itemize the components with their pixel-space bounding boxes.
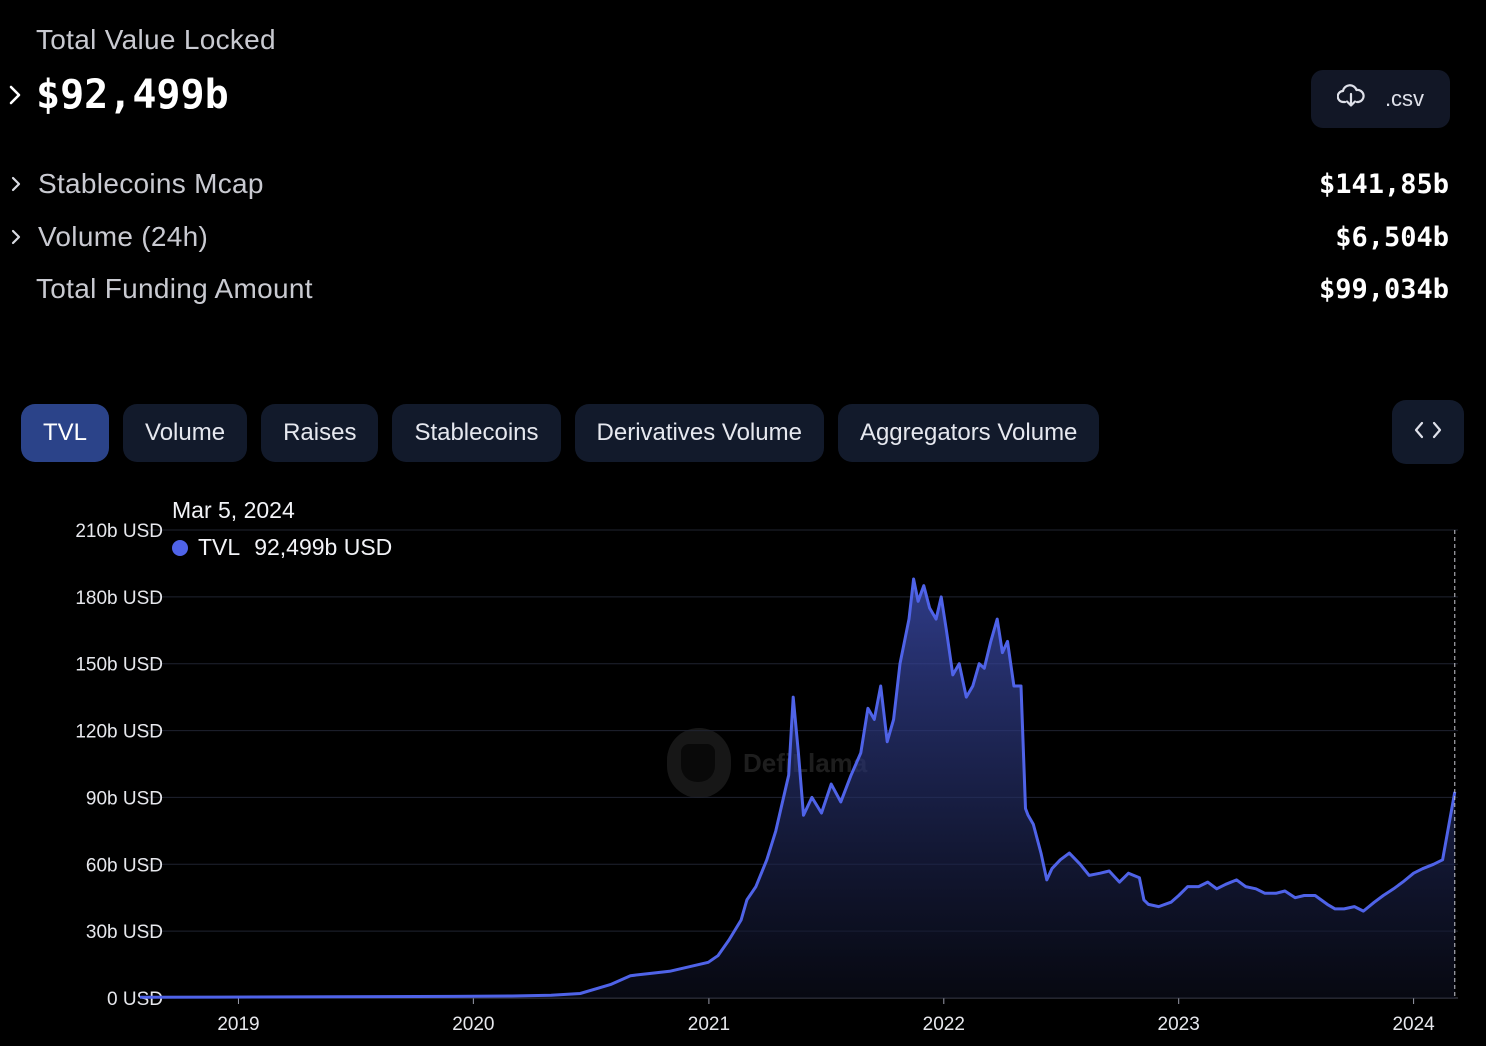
tvl-chart-svg[interactable]: 0 USD 30b USD 60b USD 90b USD 120b USD 150b U…	[0, 490, 1486, 1046]
x-tick-label: 2020	[452, 1014, 494, 1035]
tvl-label: Total Value Locked	[36, 24, 276, 55]
tab-tvl[interactable]: TVL	[21, 404, 110, 462]
tab-raises[interactable]: Raises	[261, 404, 379, 462]
chevron-right-icon[interactable]	[10, 175, 38, 193]
y-tick-label: 60b USD	[86, 855, 163, 876]
x-tick-label: 2022	[923, 1014, 965, 1035]
csv-label: .csv	[1384, 86, 1425, 111]
y-tick-label: 30b USD	[86, 922, 163, 943]
tab-volume[interactable]: Volume	[123, 404, 248, 462]
x-tick-label: 2019	[217, 1014, 259, 1035]
chart-tooltip: Mar 5, 2024 TVL 92,499b USD	[172, 497, 392, 561]
cloud-download-icon	[1336, 84, 1365, 114]
x-tick-label: 2023	[1158, 1014, 1200, 1035]
tvl-value: $92,499b	[36, 72, 229, 118]
tab-derivatives-volume[interactable]: Derivatives Volume	[574, 404, 824, 462]
y-tick-label: 210b USD	[75, 521, 163, 542]
y-tick-label: 90b USD	[86, 788, 163, 809]
y-tick-label: 180b USD	[75, 588, 163, 609]
stat-row-funding: Total Funding Amount $99,034b	[0, 269, 1486, 309]
llama-logo-icon	[667, 728, 731, 798]
stat-value: $141,85b	[1318, 168, 1449, 200]
stat-row-volume[interactable]: Volume (24h) $6,504b	[0, 217, 1486, 257]
y-tick-label: 150b USD	[75, 655, 163, 676]
chevron-right-icon[interactable]	[8, 84, 36, 106]
stat-name: Total Funding Amount	[36, 273, 313, 304]
chart-tabs: TVL Volume Raises Stablecoins Derivative…	[21, 404, 1100, 462]
tab-stablecoins[interactable]: Stablecoins	[392, 404, 561, 462]
code-brackets-icon	[1413, 420, 1443, 445]
tvl-row[interactable]: $92,499b	[8, 72, 229, 118]
stat-value: $99,034b	[1318, 273, 1449, 305]
watermark-text: DefiLlama	[743, 747, 868, 778]
csv-download-button[interactable]: .csv	[1311, 70, 1450, 128]
y-tick-label: 0 USD	[107, 989, 163, 1010]
tab-aggregators-volume[interactable]: Aggregators Volume	[837, 404, 1100, 462]
y-tick-label: 120b USD	[75, 722, 163, 743]
series-dot-icon	[172, 539, 188, 556]
chevron-right-icon[interactable]	[10, 228, 38, 246]
x-tick-label: 2021	[688, 1014, 730, 1035]
tvl-chart[interactable]: 0 USD 30b USD 60b USD 90b USD 120b USD 150b U…	[0, 490, 1486, 1046]
tooltip-date: Mar 5, 2024	[172, 497, 295, 523]
embed-button[interactable]	[1392, 400, 1464, 464]
stat-name: Stablecoins Mcap	[38, 168, 264, 199]
x-tick-label: 2024	[1392, 1014, 1435, 1035]
stat-row-stablecoins[interactable]: Stablecoins Mcap $141,85b	[0, 164, 1486, 204]
tooltip-series: TVL	[198, 534, 241, 560]
watermark: DefiLlama	[667, 728, 867, 798]
stat-name: Volume (24h)	[38, 221, 209, 252]
stat-value: $6,504b	[1335, 221, 1449, 253]
tvl-area	[140, 579, 1455, 998]
tvl-series-line	[139, 577, 1457, 999]
tooltip-value: 92,499b USD	[254, 534, 393, 560]
